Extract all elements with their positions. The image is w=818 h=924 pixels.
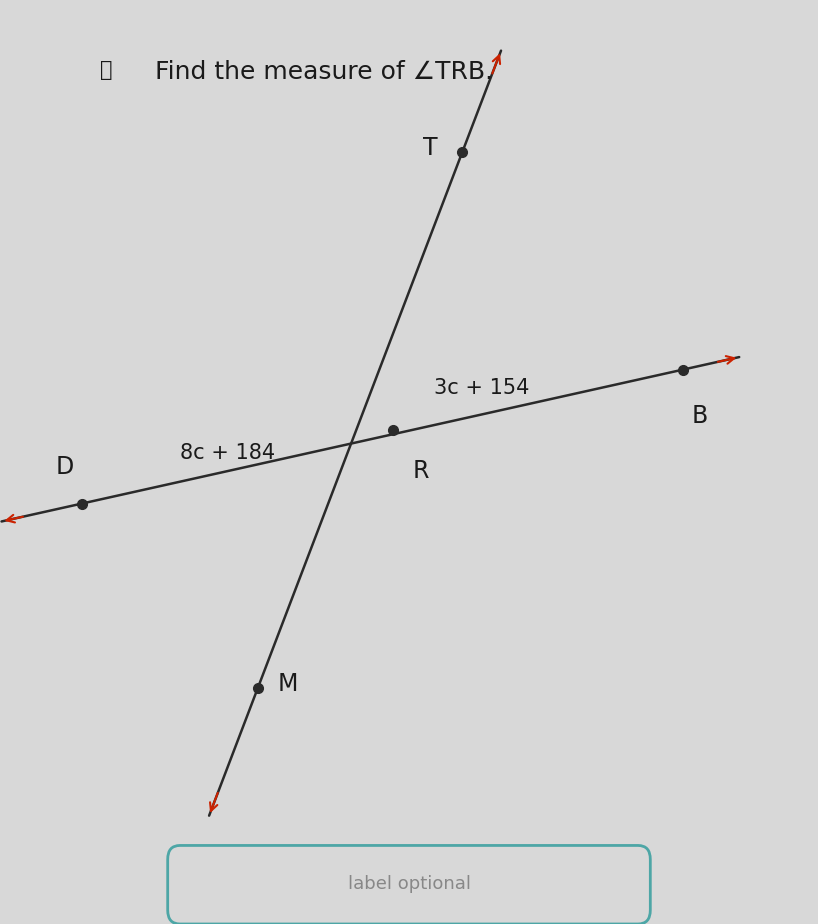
Text: 8c + 184: 8c + 184	[180, 443, 275, 463]
Text: B: B	[691, 404, 708, 428]
Text: R: R	[413, 459, 429, 483]
Text: ♪: ♪	[100, 60, 113, 79]
Text: Find the measure of ∠TRB.: Find the measure of ∠TRB.	[155, 60, 493, 84]
Text: 3c + 154: 3c + 154	[434, 378, 529, 398]
Text: label optional: label optional	[348, 875, 470, 894]
Text: 🔈: 🔈	[100, 60, 113, 80]
Text: M: M	[278, 672, 299, 696]
Text: T: T	[423, 136, 438, 160]
Text: D: D	[56, 455, 74, 479]
FancyBboxPatch shape	[168, 845, 650, 924]
